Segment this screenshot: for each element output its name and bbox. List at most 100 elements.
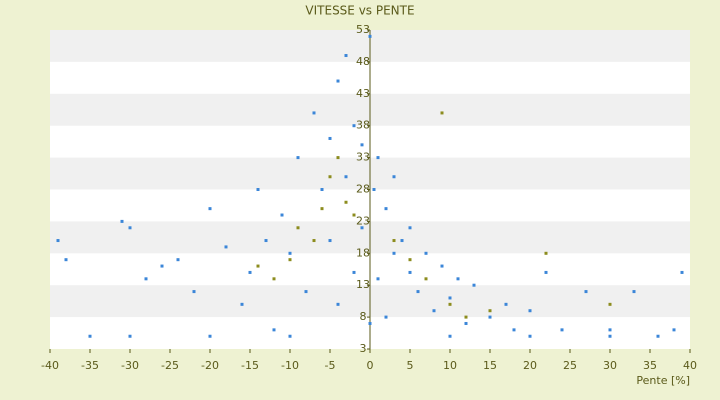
- point: [528, 334, 532, 338]
- point: [320, 188, 324, 191]
- y-tick-label: 48: [356, 55, 370, 68]
- point: [296, 156, 300, 160]
- x-tick-label: -15: [241, 359, 259, 372]
- point: [680, 270, 684, 274]
- point: [248, 270, 252, 274]
- x-tick-label: -20: [201, 359, 219, 372]
- point: [408, 258, 412, 262]
- point: [320, 207, 324, 211]
- point: [448, 296, 452, 300]
- point: [584, 290, 588, 294]
- point: [544, 251, 548, 255]
- point: [64, 258, 68, 262]
- x-tick-label: 5: [407, 359, 414, 372]
- point: [176, 258, 180, 262]
- y-tick-label: 53: [356, 23, 370, 36]
- point: [392, 175, 396, 179]
- point: [240, 302, 244, 306]
- point: [608, 328, 612, 332]
- point: [256, 188, 260, 191]
- point: [560, 328, 564, 332]
- y-tick-label: 28: [356, 183, 370, 196]
- point: [88, 334, 92, 338]
- point: [632, 290, 636, 294]
- point: [336, 302, 340, 306]
- point: [160, 264, 164, 268]
- point: [296, 226, 300, 230]
- y-tick-label: 13: [356, 278, 370, 291]
- point: [408, 226, 412, 230]
- y-tick-label: 38: [356, 119, 370, 132]
- point: [120, 219, 124, 223]
- point: [344, 175, 348, 179]
- point: [344, 54, 348, 58]
- point: [384, 207, 388, 211]
- point: [440, 264, 444, 268]
- point: [288, 334, 292, 338]
- x-tick-label: -5: [325, 359, 336, 372]
- x-tick-label: -35: [81, 359, 99, 372]
- point: [288, 258, 292, 262]
- point: [256, 264, 260, 268]
- point: [336, 156, 340, 160]
- point: [432, 309, 436, 313]
- point: [376, 277, 380, 281]
- y-tick-label: 33: [356, 151, 370, 164]
- y-tick-label: 3: [360, 342, 367, 355]
- point: [400, 239, 404, 243]
- point: [328, 175, 332, 179]
- x-tick-label: -10: [281, 359, 299, 372]
- x-tick-label: 25: [563, 359, 577, 372]
- point: [328, 239, 332, 243]
- x-axis-label: Pente [%]: [636, 374, 690, 387]
- point: [272, 277, 276, 281]
- point: [424, 277, 428, 281]
- point: [128, 334, 132, 338]
- point: [504, 302, 508, 306]
- point: [272, 328, 276, 332]
- x-tick-label: 10: [443, 359, 457, 372]
- point: [416, 290, 420, 294]
- y-tick-label: 18: [356, 246, 370, 259]
- x-tick-label: 15: [483, 359, 497, 372]
- x-tick-label: 20: [523, 359, 537, 372]
- point: [288, 251, 292, 255]
- x-tick-label: 0: [367, 359, 374, 372]
- point: [392, 251, 396, 255]
- x-tick-label: 35: [643, 359, 657, 372]
- point: [336, 79, 340, 83]
- point: [464, 321, 468, 325]
- point: [448, 334, 452, 338]
- point: [424, 251, 428, 255]
- point: [472, 283, 476, 287]
- point: [372, 188, 376, 191]
- point: [440, 111, 444, 115]
- point: [360, 143, 364, 147]
- point: [608, 302, 612, 306]
- point: [488, 309, 492, 313]
- point: [672, 328, 676, 332]
- x-tick-label: -25: [161, 359, 179, 372]
- x-tick-label: -30: [121, 359, 139, 372]
- point: [464, 315, 468, 319]
- point: [608, 334, 612, 338]
- point: [344, 200, 348, 204]
- point: [352, 270, 356, 274]
- point: [512, 328, 516, 332]
- point: [208, 334, 212, 338]
- point: [328, 136, 332, 140]
- point: [392, 239, 396, 243]
- point: [192, 290, 196, 294]
- x-tick-label: -40: [41, 359, 59, 372]
- point: [384, 315, 388, 319]
- point: [352, 124, 356, 128]
- point: [56, 239, 60, 243]
- x-tick-label: 40: [683, 359, 697, 372]
- y-tick-label: 23: [356, 214, 370, 227]
- y-tick-label: 43: [356, 87, 370, 100]
- point: [208, 207, 212, 211]
- point: [488, 315, 492, 319]
- point: [128, 226, 132, 230]
- point: [352, 213, 356, 217]
